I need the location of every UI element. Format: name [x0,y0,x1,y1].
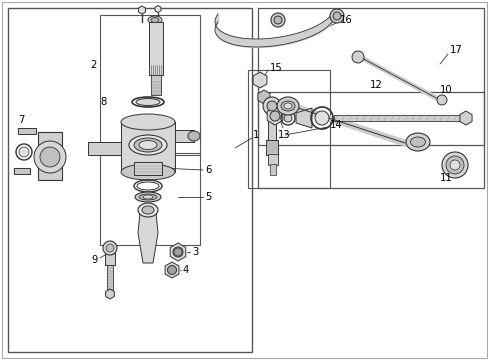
Ellipse shape [142,195,153,199]
Bar [258,8,483,145]
Text: 1: 1 [252,130,259,140]
Bar [105,248,115,265]
Ellipse shape [281,101,294,111]
Ellipse shape [136,99,160,105]
Text: 5: 5 [204,192,211,202]
Ellipse shape [269,111,280,121]
Ellipse shape [436,95,446,105]
Ellipse shape [129,135,167,155]
Bar [14,168,30,174]
Bar [151,75,161,95]
Ellipse shape [173,247,183,257]
Text: 12: 12 [369,80,382,90]
Polygon shape [295,108,311,128]
Ellipse shape [449,160,459,170]
Ellipse shape [151,18,159,23]
Ellipse shape [445,156,463,174]
Text: 2: 2 [90,60,96,70]
Ellipse shape [121,164,175,180]
Ellipse shape [284,114,291,122]
Ellipse shape [148,16,162,24]
Ellipse shape [276,97,298,115]
Text: 13: 13 [278,130,290,140]
Bar [269,164,275,175]
Ellipse shape [266,101,276,111]
Bar [267,154,278,165]
Text: 11: 11 [439,173,452,183]
Ellipse shape [441,152,467,178]
Text: 15: 15 [269,63,282,73]
Text: 6: 6 [204,165,211,175]
Text: 8: 8 [100,97,106,107]
Ellipse shape [103,241,117,255]
Ellipse shape [34,141,66,173]
Bar [175,130,194,142]
Bar [267,106,275,142]
Bar [134,162,162,175]
Bar [107,265,113,290]
Ellipse shape [40,147,60,167]
Text: 16: 16 [339,15,352,25]
Bar [121,122,175,172]
Polygon shape [138,212,158,263]
Text: 9: 9 [91,255,97,265]
Ellipse shape [409,137,425,147]
Bar [265,140,278,155]
Bar [258,92,483,188]
Bar [38,132,62,180]
Ellipse shape [139,194,157,200]
Ellipse shape [19,147,29,157]
Bar [100,153,200,245]
Bar [247,70,329,188]
Text: 14: 14 [329,120,342,130]
Ellipse shape [167,266,176,275]
Ellipse shape [142,206,154,214]
Ellipse shape [138,203,158,217]
Text: 7: 7 [18,115,24,125]
Ellipse shape [351,51,363,63]
Bar [88,142,121,155]
Bar [149,22,163,75]
Ellipse shape [106,244,114,252]
Text: 17: 17 [449,45,462,55]
Ellipse shape [134,138,162,152]
Ellipse shape [329,9,343,23]
Ellipse shape [405,133,429,151]
Bar [333,115,459,121]
Ellipse shape [273,16,282,24]
Ellipse shape [263,97,281,115]
Bar [100,15,200,155]
Text: 10: 10 [439,85,452,95]
Ellipse shape [284,103,291,109]
Bar [8,8,251,352]
Ellipse shape [270,13,285,27]
Ellipse shape [314,111,328,125]
Text: 4: 4 [183,265,189,275]
Bar [18,128,36,134]
Ellipse shape [121,114,175,130]
Ellipse shape [332,12,340,20]
Ellipse shape [139,140,157,149]
Ellipse shape [187,131,200,141]
Ellipse shape [135,192,161,202]
Text: 3: 3 [192,247,198,257]
